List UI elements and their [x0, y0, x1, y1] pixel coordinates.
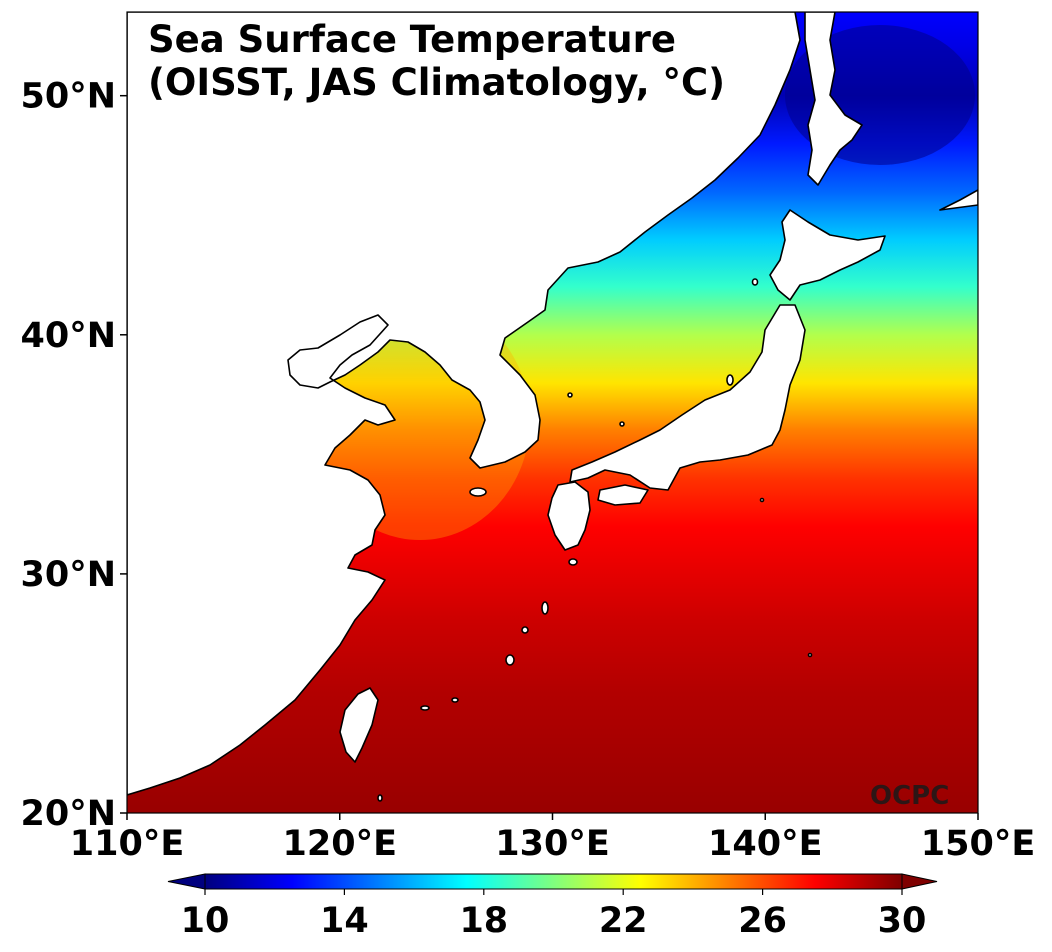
- land-sakhalin: [804, 12, 863, 186]
- lat-tick-label: 20°N: [21, 794, 117, 834]
- land-ryukyu-islands: [377, 278, 813, 802]
- colorbar-fill: [204, 873, 903, 890]
- colorbar-extend-low: [167, 873, 206, 890]
- lat-tick-label: 30°N: [21, 555, 117, 595]
- land-honshu: [569, 304, 806, 491]
- colorbar-tick-label: 10: [181, 901, 230, 941]
- lat-tick-label: 40°N: [21, 316, 117, 356]
- land: [127, 12, 978, 802]
- lat-tick-label: 50°N: [21, 77, 117, 117]
- land-kurils-ne: [939, 189, 978, 211]
- lon-tick-label: 140°E: [708, 824, 822, 864]
- colorbar-tick-label: 26: [738, 901, 787, 941]
- lon-axis: 110°E 120°E 130°E 140°E 150°E: [70, 813, 1035, 864]
- land-asia-mainland: [127, 12, 801, 796]
- map-title-line2: (OISST, JAS Climatology, °C): [148, 61, 725, 104]
- land-hokkaido: [769, 209, 886, 301]
- colorbar-tick-label: 18: [459, 901, 508, 941]
- lon-tick-label: 120°E: [283, 824, 397, 864]
- land-taiwan: [339, 687, 379, 763]
- lon-tick-label: 130°E: [495, 824, 609, 864]
- colorbar-tick-label: 22: [599, 901, 648, 941]
- land-shikoku: [597, 484, 649, 506]
- land-kyushu: [547, 481, 591, 551]
- lat-axis: 20°N 30°N 40°N 50°N: [21, 77, 127, 834]
- map-plot-area: [127, 12, 978, 813]
- lon-tick-label: 110°E: [70, 824, 184, 864]
- ocpc-watermark: OCPC: [870, 781, 949, 811]
- map-title-line1: Sea Surface Temperature: [148, 18, 676, 61]
- colorbar-ticks: 10 14 18 22 26 30: [181, 889, 927, 941]
- colorbar: 10 14 18 22 26 30: [167, 873, 938, 941]
- land-jeju: [469, 487, 487, 497]
- colorbar-tick-label: 30: [878, 901, 927, 941]
- colorbar-extend-high: [901, 873, 938, 890]
- lon-tick-label: 150°E: [921, 824, 1035, 864]
- colorbar-tick-label: 14: [320, 901, 369, 941]
